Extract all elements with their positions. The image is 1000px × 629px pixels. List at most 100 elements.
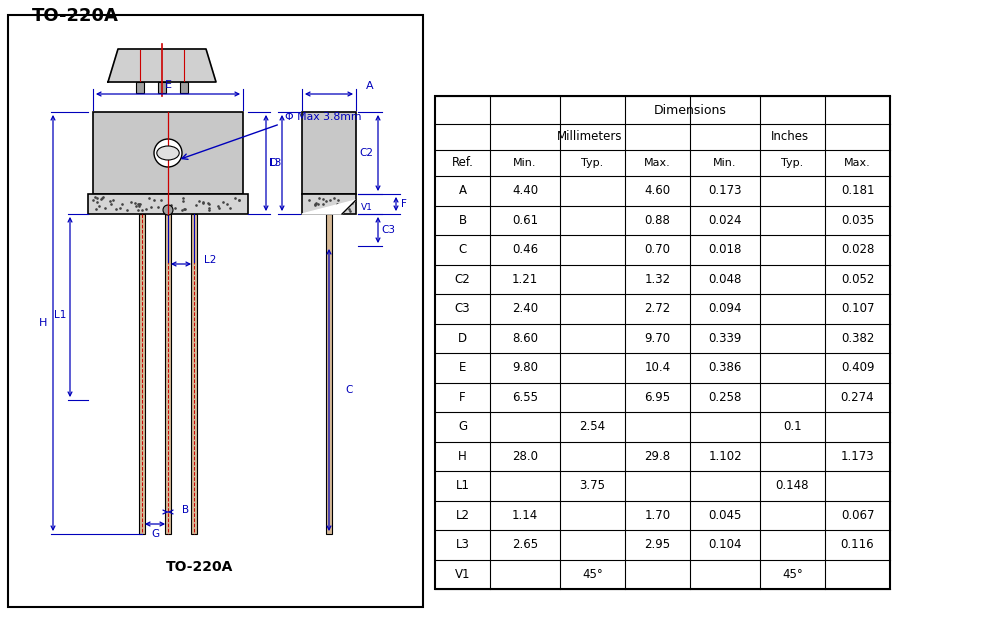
Text: L2: L2 (204, 255, 216, 265)
Text: 0.61: 0.61 (512, 214, 538, 226)
Text: G: G (151, 529, 159, 539)
Text: B: B (458, 214, 467, 226)
Text: 2.40: 2.40 (512, 303, 538, 315)
Text: 0.116: 0.116 (841, 538, 874, 551)
Text: L2: L2 (456, 509, 470, 521)
Text: C2: C2 (455, 273, 470, 286)
Text: 4.60: 4.60 (644, 184, 671, 198)
Text: 9.70: 9.70 (644, 331, 671, 345)
Text: Typ.: Typ. (781, 158, 804, 168)
Text: 0.88: 0.88 (645, 214, 670, 226)
Text: 0.1: 0.1 (783, 420, 802, 433)
Text: L1: L1 (456, 479, 470, 493)
Text: V1: V1 (455, 568, 470, 581)
Text: 0.258: 0.258 (708, 391, 742, 404)
Text: 0.181: 0.181 (841, 184, 874, 198)
Text: 0.048: 0.048 (708, 273, 742, 286)
Text: E: E (164, 80, 172, 90)
Text: V1: V1 (361, 203, 373, 211)
Text: Max.: Max. (644, 158, 671, 168)
Text: D: D (270, 158, 278, 168)
Text: Ref.: Ref. (452, 157, 473, 169)
Text: 4.40: 4.40 (512, 184, 538, 198)
Text: 2.95: 2.95 (644, 538, 671, 551)
Text: L3: L3 (269, 158, 281, 168)
Text: 3.75: 3.75 (580, 479, 606, 493)
Polygon shape (108, 49, 216, 82)
Text: Typ.: Typ. (581, 158, 604, 168)
Text: 2.54: 2.54 (579, 420, 606, 433)
Text: 1.21: 1.21 (512, 273, 538, 286)
Text: 0.104: 0.104 (708, 538, 742, 551)
Text: D: D (458, 331, 467, 345)
Text: L3: L3 (456, 538, 469, 551)
Text: 0.052: 0.052 (841, 273, 874, 286)
Text: 0.035: 0.035 (841, 214, 874, 226)
Text: 0.339: 0.339 (708, 331, 742, 345)
Text: TO-220A: TO-220A (32, 7, 118, 25)
Text: A: A (366, 81, 374, 91)
Text: Max.: Max. (844, 158, 871, 168)
Text: B: B (182, 505, 190, 515)
Text: TO-220A: TO-220A (166, 560, 234, 574)
Text: 0.274: 0.274 (841, 391, 874, 404)
Text: L1: L1 (54, 310, 66, 320)
Text: 0.045: 0.045 (708, 509, 742, 521)
Bar (191, 214, 197, 534)
Text: 29.8: 29.8 (644, 450, 671, 463)
Text: E: E (459, 361, 466, 374)
Text: 1.70: 1.70 (644, 509, 671, 521)
Text: 1.14: 1.14 (512, 509, 538, 521)
Text: 0.067: 0.067 (841, 509, 874, 521)
Text: H: H (458, 450, 467, 463)
Text: 6.55: 6.55 (512, 391, 538, 404)
Text: A: A (458, 184, 466, 198)
Bar (302, 194, 356, 214)
Polygon shape (302, 200, 356, 214)
Text: Inches: Inches (771, 130, 809, 143)
Bar (158, 82, 166, 93)
Text: 0.024: 0.024 (708, 214, 742, 226)
Text: Φ Max 3.8mm: Φ Max 3.8mm (285, 112, 362, 122)
Text: 10.4: 10.4 (644, 361, 671, 374)
Text: H: H (39, 318, 47, 328)
Bar (326, 214, 332, 534)
Text: 6.95: 6.95 (644, 391, 671, 404)
Text: 0.094: 0.094 (708, 303, 742, 315)
Text: Dimensions: Dimensions (654, 104, 726, 116)
Text: F: F (401, 199, 407, 209)
Text: 0.107: 0.107 (841, 303, 874, 315)
Text: 1.32: 1.32 (644, 273, 671, 286)
Bar (180, 82, 188, 93)
Text: 0.173: 0.173 (708, 184, 742, 198)
Text: C3: C3 (381, 225, 395, 235)
Text: C: C (345, 385, 353, 395)
Text: Millimeters: Millimeters (557, 130, 623, 143)
Text: Min.: Min. (513, 158, 537, 168)
Circle shape (154, 139, 182, 167)
Bar (435, 96, 890, 589)
Circle shape (163, 205, 173, 215)
Text: 0.386: 0.386 (708, 361, 742, 374)
Bar (88, 194, 248, 214)
Text: 0.46: 0.46 (512, 243, 538, 256)
Text: 2.72: 2.72 (644, 303, 671, 315)
Bar (165, 214, 171, 534)
Text: 28.0: 28.0 (512, 450, 538, 463)
Text: Min.: Min. (713, 158, 737, 168)
Text: 8.60: 8.60 (512, 331, 538, 345)
Text: 0.382: 0.382 (841, 331, 874, 345)
Text: 1.173: 1.173 (841, 450, 874, 463)
Text: 9.80: 9.80 (512, 361, 538, 374)
Text: 0.148: 0.148 (776, 479, 809, 493)
Text: 45°: 45° (782, 568, 803, 581)
Bar (93, 112, 243, 194)
Text: 45°: 45° (582, 568, 603, 581)
Bar (136, 82, 144, 93)
Text: 0.028: 0.028 (841, 243, 874, 256)
Bar (302, 112, 356, 194)
Text: C2: C2 (359, 148, 373, 158)
Text: 0.018: 0.018 (708, 243, 742, 256)
Ellipse shape (157, 146, 179, 160)
Text: 0.70: 0.70 (644, 243, 670, 256)
